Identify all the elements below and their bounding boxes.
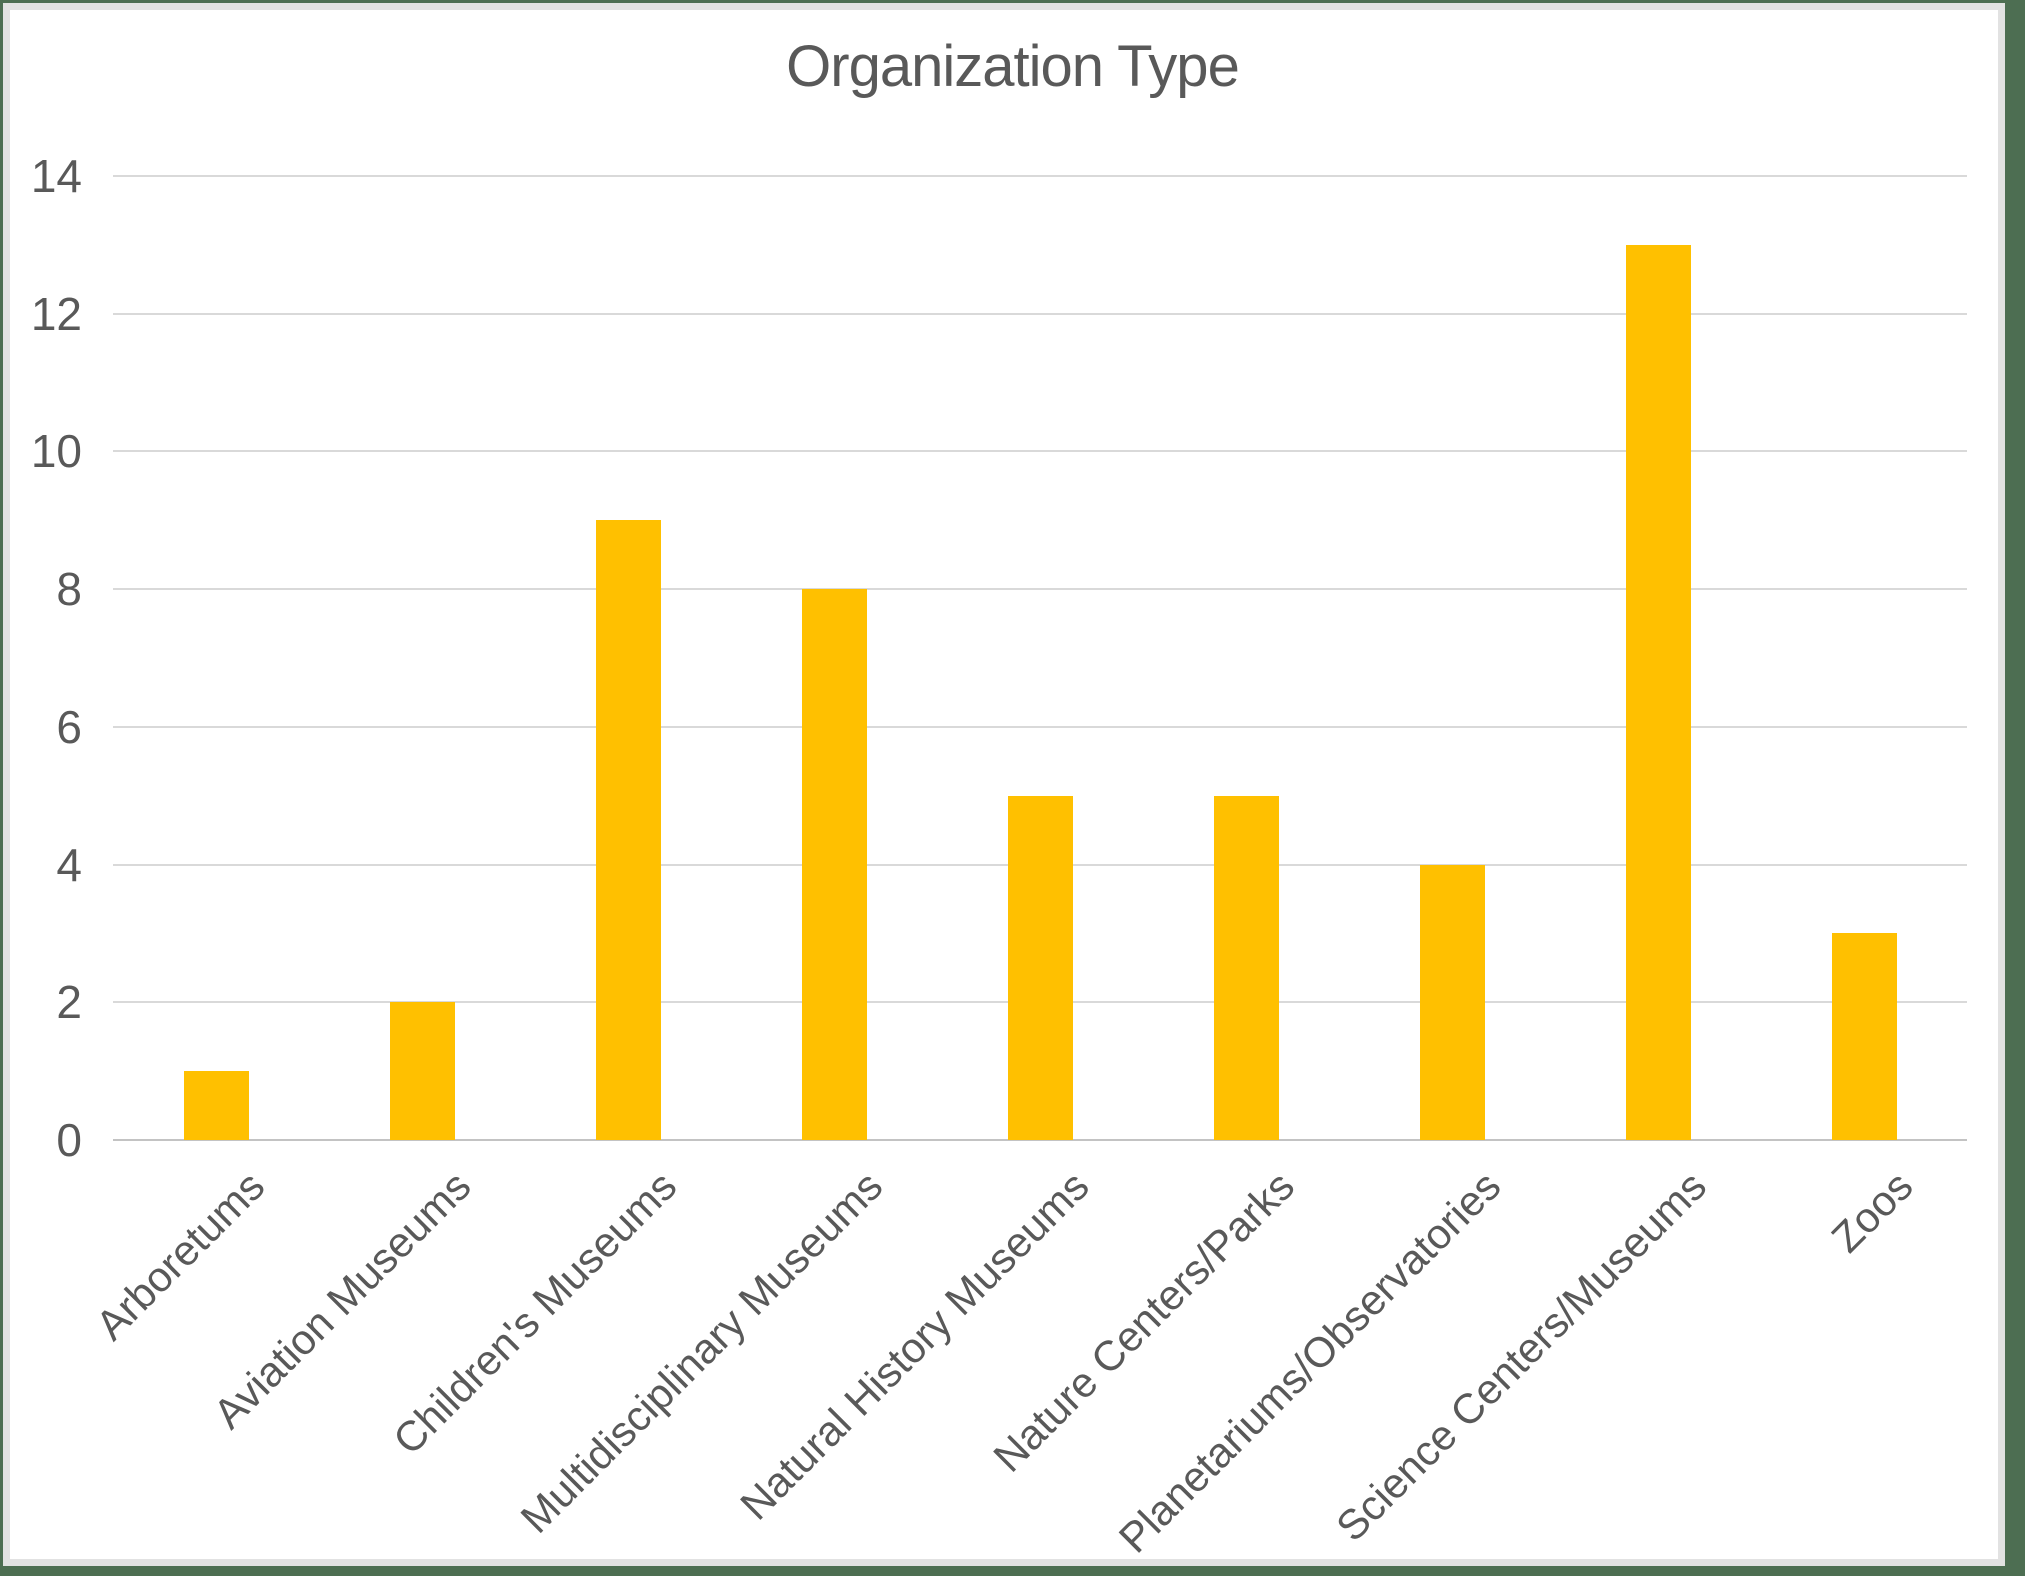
- chart-frame: [3, 3, 2005, 1566]
- chart-title: Organization Type: [786, 34, 1240, 99]
